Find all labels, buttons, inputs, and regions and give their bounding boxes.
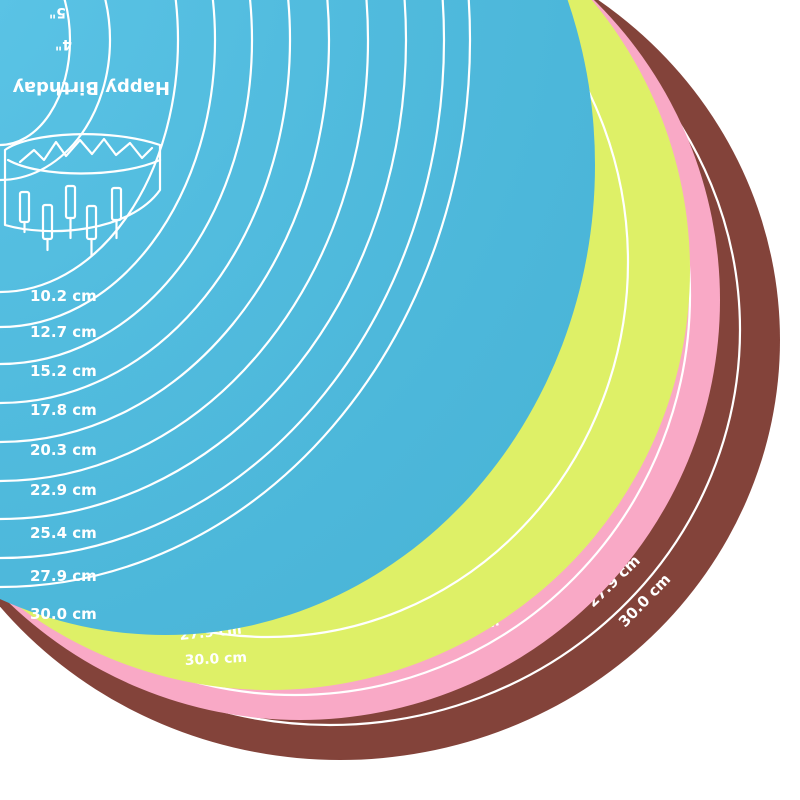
ring-15-2	[0, 0, 254, 366]
measurement-20-3: 20.3 cm	[30, 441, 97, 459]
ring-inner-4in	[0, 0, 72, 147]
ring-30-0	[0, 0, 471, 588]
inch-mark-5: 5"	[49, 4, 66, 20]
measurement-10-2: 10.2 cm	[30, 287, 97, 305]
ring-27-9	[0, 0, 445, 559]
ring-20-3	[0, 0, 331, 443]
ring-25-4	[0, 0, 407, 520]
happy-birthday-heading: Happy Birthday	[12, 77, 170, 98]
blue-mat: Happy Birthday 4" 5" 10.2 cm	[0, 0, 595, 635]
measurement-30-0: 30.0 cm	[30, 605, 97, 623]
measurement-12-7: 12.7 cm	[30, 323, 97, 341]
blue-mat-measurements: 10.2 cm 12.7 cm 15.2 cm 17.8 cm 20.3 cm …	[30, 287, 97, 623]
brown-mat-ring	[0, 0, 740, 725]
ring-22-9	[0, 0, 369, 482]
measurement-27-9: 27.9 cm	[30, 567, 97, 585]
pink-mat-ring	[0, 0, 690, 695]
ring-12-7	[0, 0, 217, 329]
ring-inner-5in	[0, 0, 112, 182]
ring-17-8	[0, 0, 292, 404]
measurement-15-2: 15.2 cm	[30, 362, 97, 380]
inch-mark-4: 4"	[55, 36, 72, 52]
yellow-mat-label-30-0: 30.0 cm	[184, 650, 247, 669]
measurement-22-9: 22.9 cm	[30, 481, 97, 499]
measurement-25-4: 25.4 cm	[30, 524, 97, 542]
candles	[18, 184, 123, 258]
ring-10-2	[0, 0, 180, 294]
blue-mat-rings	[0, 0, 471, 588]
birthday-cake-icon	[3, 133, 162, 258]
measurement-17-8: 17.8 cm	[30, 401, 97, 419]
yellow-mat-ring	[0, 0, 628, 637]
